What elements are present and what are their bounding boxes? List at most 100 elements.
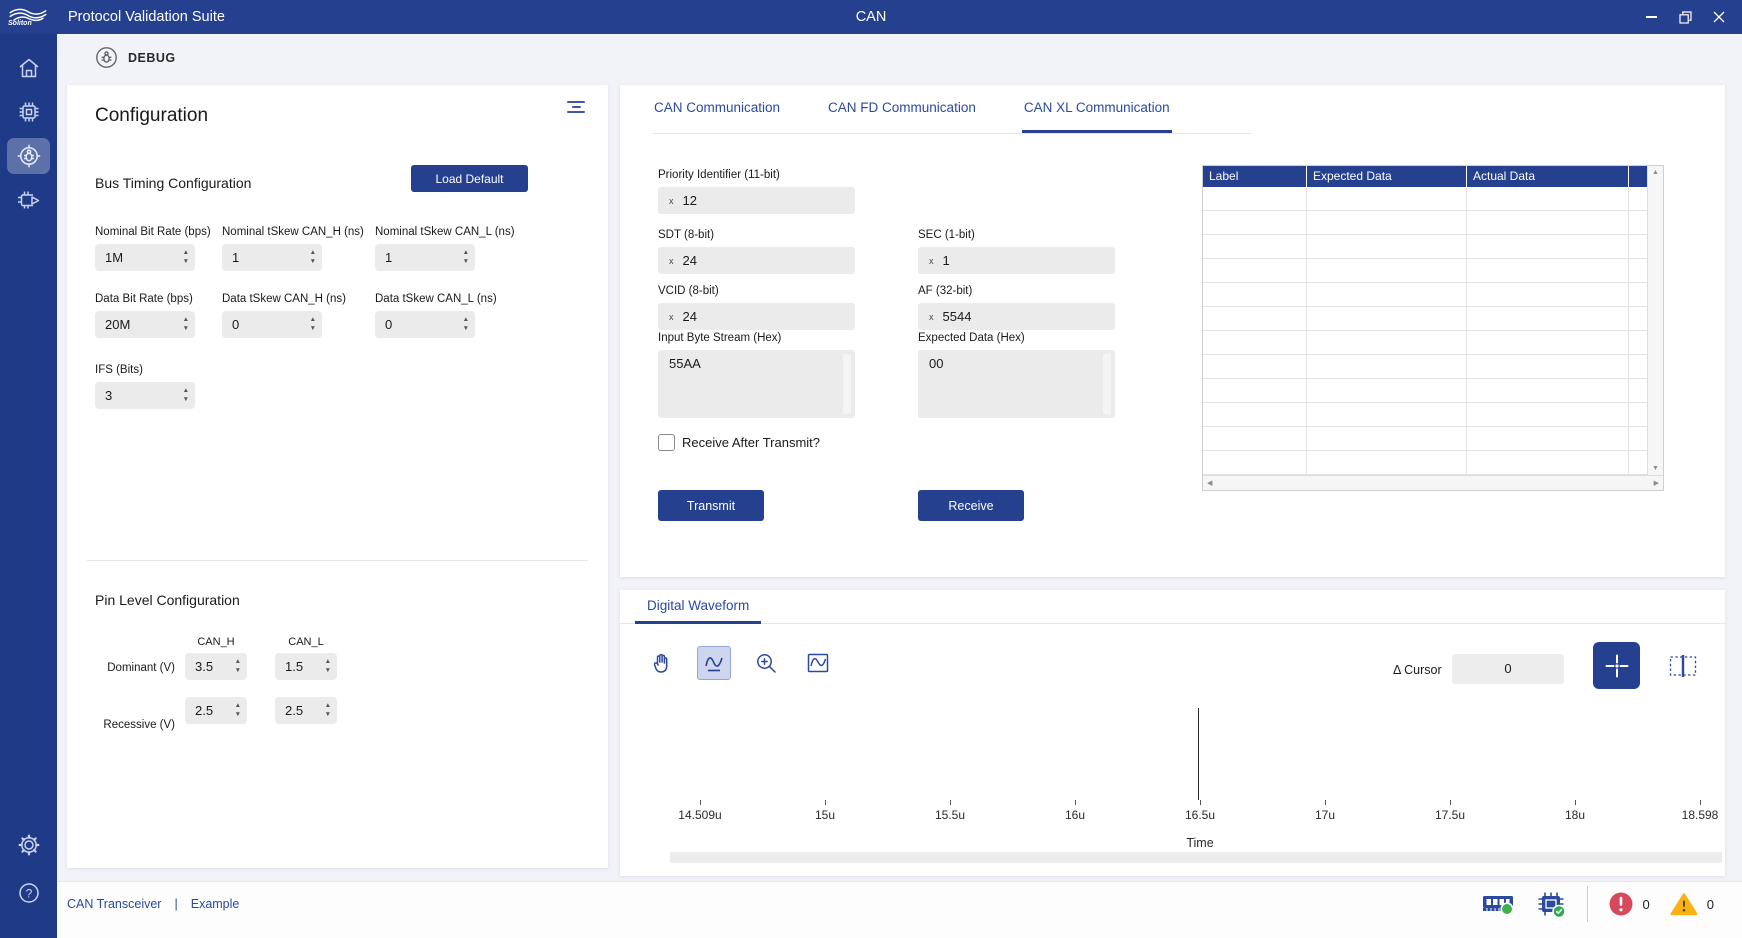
table-cell [1629,307,1647,331]
table-row [1203,451,1647,475]
spin-up-button[interactable]: ▲ [309,316,316,323]
recessive-canh-field: 2.5 ▲ ▼ [185,697,247,724]
crosshair-cursor-button[interactable] [1593,642,1640,689]
status-divider [1586,886,1588,922]
table-horizontal-scrollbar[interactable]: ◀ ▶ [1203,475,1663,490]
table-cell [1203,331,1307,355]
recessive-canl-value[interactable]: 2.5 [285,703,304,718]
table-cell [1307,427,1467,451]
sidebar: ? [0,34,57,938]
dominant-canh-field: 3.5 ▲ ▼ [185,653,247,680]
ifs-value[interactable]: 3 [105,388,113,403]
data-bit-rate-value[interactable]: 20M [105,317,131,332]
board-status-icon [1538,892,1566,918]
cursor-placement-button[interactable] [1668,651,1698,681]
memory-icon [1482,896,1514,916]
spin-down-button[interactable]: ▼ [324,710,331,718]
waveform-toolbar [645,646,835,680]
spin-up-button[interactable]: ▲ [234,702,241,709]
input-byte-stream-textarea[interactable]: 55AA [658,350,855,418]
spin-down-button[interactable]: ▼ [309,324,316,332]
waveform-horizontal-scrollbar[interactable] [670,852,1722,863]
spin-up-button[interactable]: ▲ [309,249,316,256]
sidebar-item-settings[interactable] [7,827,50,863]
sidebar-item-debug[interactable] [7,138,50,174]
page-title: CAN [855,9,887,25]
axis-tick-label: 17.5u [1434,808,1466,822]
zoom-in-tool-button[interactable] [749,646,783,680]
sidebar-item-device[interactable] [7,94,50,130]
waveform-cursor-line[interactable] [1198,708,1199,800]
restore-button[interactable] [1668,0,1702,34]
transmit-button[interactable]: Transmit [658,490,764,521]
waveform-fit-tool-button[interactable] [801,646,835,680]
spin-down-button[interactable]: ▼ [462,257,469,265]
data-tskew-canh-value[interactable]: 0 [232,317,240,332]
spin-down-button[interactable]: ▼ [309,257,316,265]
spin-up-button[interactable]: ▲ [234,658,241,665]
receive-after-transmit-checkbox[interactable] [658,434,675,451]
spin-up-button[interactable]: ▲ [462,316,469,323]
sdt-input[interactable]: x 24 [658,247,855,274]
spin-down-button[interactable]: ▼ [182,324,189,332]
spin-down-button[interactable]: ▼ [234,666,241,674]
tab-can-xl-communication[interactable]: CAN XL Communication [1021,85,1172,133]
close-button[interactable] [1702,0,1736,34]
settings-icon [18,834,39,856]
sidebar-item-help[interactable]: ? [7,875,50,911]
spin-down-button[interactable]: ▼ [182,257,189,265]
error-counter[interactable]: 0 [1608,891,1650,917]
dominant-canl-value[interactable]: 1.5 [285,659,304,674]
can-transceiver-link[interactable]: CAN Transceiver [67,897,162,911]
sec-input[interactable]: x 1 [918,247,1115,274]
waveform-select-tool-button[interactable] [697,646,731,680]
dominant-canh-value[interactable]: 3.5 [195,659,214,674]
data-tskew-canl-value[interactable]: 0 [385,317,393,332]
receive-button[interactable]: Receive [918,490,1024,521]
warning-counter[interactable]: 0 [1670,892,1714,917]
status-indicators: 0 0 [1482,884,1714,924]
pan-tool-button[interactable] [645,646,679,680]
configuration-panel: Configuration Bus Timing Configuration L… [67,85,608,868]
logo-text: Soliton [8,19,32,27]
tab-digital-waveform[interactable]: Digital Waveform [635,590,762,624]
recessive-canh-value[interactable]: 2.5 [195,703,214,718]
load-default-button[interactable]: Load Default [411,165,528,192]
nominal-bit-rate-value[interactable]: 1M [105,250,124,265]
dominant-canl-field: 1.5 ▲ ▼ [275,653,337,680]
spin-up-button[interactable]: ▲ [182,316,189,323]
table-vertical-scrollbar[interactable]: ▲ ▼ [1647,166,1663,475]
spin-down-button[interactable]: ▼ [182,395,189,403]
minimize-button[interactable] [1634,0,1668,34]
spin-up-button[interactable]: ▲ [462,249,469,256]
table-cell [1203,403,1307,427]
example-link[interactable]: Example [190,897,240,911]
spin-up-button[interactable]: ▲ [182,249,189,256]
waveform-fit-icon [807,653,829,673]
expected-data-textarea[interactable]: 00 [918,350,1115,418]
spin-down-button[interactable]: ▼ [324,666,331,674]
nominal-tskew-canh-value[interactable]: 1 [232,250,240,265]
delta-cursor-input[interactable]: 0 [1452,654,1564,684]
af-input[interactable]: x 5544 [918,303,1115,330]
spin-down-button[interactable]: ▼ [234,710,241,718]
table-row [1203,403,1647,427]
table-cell [1307,403,1467,427]
spin-up-button[interactable]: ▲ [324,658,331,665]
vcid-input[interactable]: x 24 [658,303,855,330]
panel-menu-button[interactable] [564,97,588,117]
table-cell [1307,259,1467,283]
priority-identifier-input[interactable]: x 12 [658,187,855,214]
field-data-tskew-canh: Data tSkew CAN_H (ns) 0 ▲ ▼ [222,293,346,338]
spin-down-button[interactable]: ▼ [462,324,469,332]
spin-up-button[interactable]: ▲ [324,702,331,709]
waveform-plot-area[interactable] [700,696,1700,800]
nominal-tskew-canl-value[interactable]: 1 [385,250,393,265]
spin-up-button[interactable]: ▲ [182,387,189,394]
tab-can-communication[interactable]: CAN Communication [654,100,781,115]
tab-can-fd-communication[interactable]: CAN FD Communication [828,100,976,115]
sidebar-item-run[interactable] [7,182,50,218]
delta-cursor-label: Δ Cursor [1393,663,1442,677]
column-header-expected-data: Expected Data [1307,166,1467,187]
sidebar-item-home[interactable] [7,50,50,86]
